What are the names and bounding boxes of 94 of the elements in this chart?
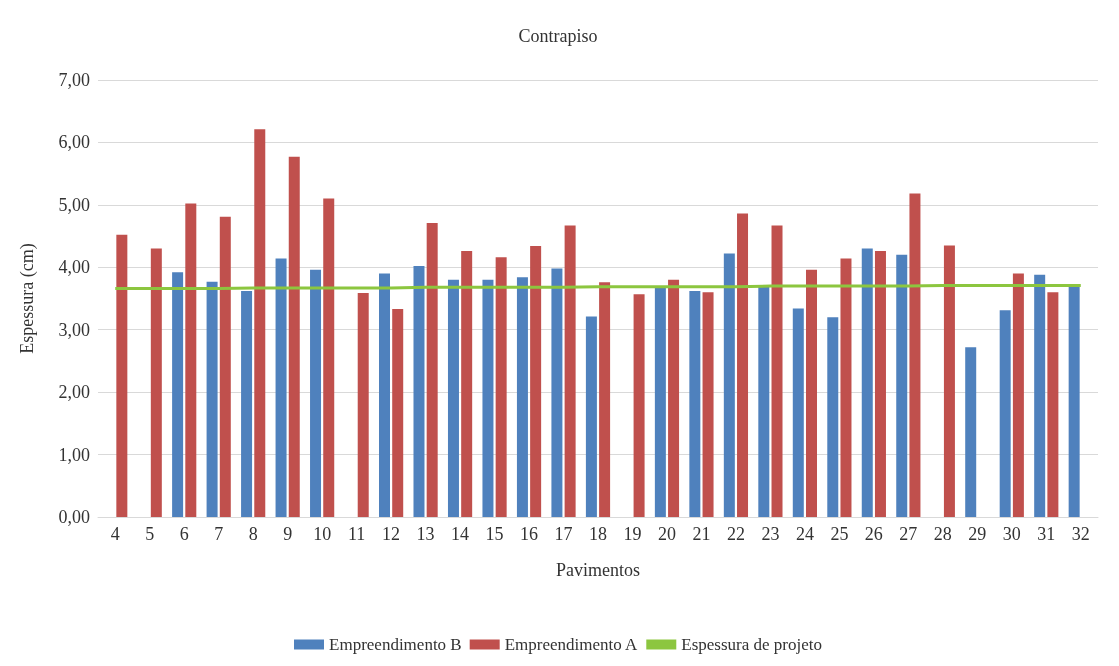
legend-label: Espessura de projeto	[681, 635, 822, 654]
x-tick-label: 16	[520, 524, 539, 544]
x-tick-label: 21	[692, 524, 711, 544]
bar	[806, 269, 817, 517]
x-tick-label: 32	[1071, 524, 1090, 544]
bar	[909, 193, 921, 517]
bar	[585, 316, 597, 517]
x-tick-label: 26	[864, 524, 883, 544]
bar	[116, 234, 128, 517]
bar	[702, 292, 714, 517]
x-tick-label: 17	[554, 524, 573, 544]
bar	[310, 269, 322, 517]
bar	[461, 251, 473, 517]
y-axis-title: Espessura (cm)	[17, 243, 38, 354]
bar	[323, 198, 335, 517]
legend-label: Empreendimento B	[329, 635, 462, 654]
bar	[861, 248, 873, 517]
bar	[254, 129, 266, 517]
x-tick-label: 11	[347, 524, 366, 544]
x-tick-label: 4	[110, 524, 120, 544]
bar	[288, 156, 300, 517]
bar	[999, 310, 1011, 517]
bar	[1047, 292, 1059, 517]
x-tick-label: 23	[761, 524, 780, 544]
x-tick-label: 25	[830, 524, 849, 544]
bar	[172, 272, 184, 517]
bar	[275, 258, 287, 517]
bar	[633, 294, 645, 517]
bar	[792, 308, 804, 517]
y-tick-label: 6,00	[58, 132, 90, 153]
bar	[447, 279, 459, 517]
x-tick-label: 22	[726, 524, 745, 544]
bar	[737, 213, 749, 517]
bar	[185, 203, 197, 517]
x-tick-label: 29	[968, 524, 987, 544]
bar	[150, 248, 162, 517]
x-tick-label: 19	[623, 524, 642, 544]
bar	[206, 281, 218, 517]
x-tick-label: 30	[1002, 524, 1021, 544]
bar	[357, 292, 369, 517]
x-tick-label: 8	[248, 524, 258, 544]
x-tick-label: 28	[933, 524, 952, 544]
bar	[241, 291, 253, 517]
x-tick-label: 6	[179, 524, 189, 544]
bar	[599, 282, 611, 517]
x-tick-label: 7	[214, 524, 224, 544]
bar	[654, 286, 666, 517]
bar	[668, 279, 680, 517]
y-tick-label: 5,00	[58, 194, 90, 215]
chart-title: Contrapiso	[518, 26, 598, 46]
x-tick-label: 27	[899, 524, 918, 544]
bar	[1034, 274, 1046, 517]
x-axis-title: Pavimentos	[556, 560, 640, 580]
y-tick-label: 3,00	[58, 319, 90, 340]
bar	[516, 277, 528, 517]
bar	[482, 279, 494, 517]
bar	[426, 222, 438, 517]
bar	[896, 254, 908, 517]
x-tick-label: 18	[589, 524, 607, 544]
x-tick-label: 13	[416, 524, 435, 544]
x-tick-label: 24	[795, 524, 814, 544]
bar	[530, 246, 542, 517]
bar	[564, 225, 576, 517]
bar	[758, 286, 770, 517]
y-tick-label: 2,00	[58, 382, 90, 403]
bar	[379, 273, 390, 517]
bar	[874, 251, 886, 517]
bar	[551, 268, 563, 517]
y-tick-label: 0,00	[58, 507, 90, 527]
bar	[965, 347, 977, 517]
x-tick-label: 15	[485, 524, 504, 544]
bar	[495, 257, 507, 517]
bar	[827, 317, 839, 517]
y-tick-label: 7,00	[58, 70, 90, 90]
x-tick-label: 20	[657, 524, 676, 544]
y-tick-label: 4,00	[58, 257, 90, 278]
bar	[771, 225, 783, 517]
bar	[1012, 273, 1024, 517]
bar	[392, 309, 404, 517]
legend-label: Empreendimento A	[504, 635, 639, 654]
x-tick-label: 9	[283, 524, 293, 544]
y-tick-label: 1,00	[58, 444, 90, 465]
x-tick-label: 14	[451, 524, 470, 544]
bar	[219, 216, 231, 517]
x-tick-label: 31	[1037, 524, 1056, 544]
bar	[689, 291, 701, 517]
x-tick-label: 10	[313, 524, 332, 544]
bar	[723, 253, 735, 517]
x-tick-label: 12	[382, 524, 401, 544]
x-tick-label: 5	[145, 524, 155, 544]
bar	[413, 266, 425, 517]
bar	[840, 258, 852, 517]
bar	[943, 245, 955, 517]
bar	[1068, 286, 1080, 517]
